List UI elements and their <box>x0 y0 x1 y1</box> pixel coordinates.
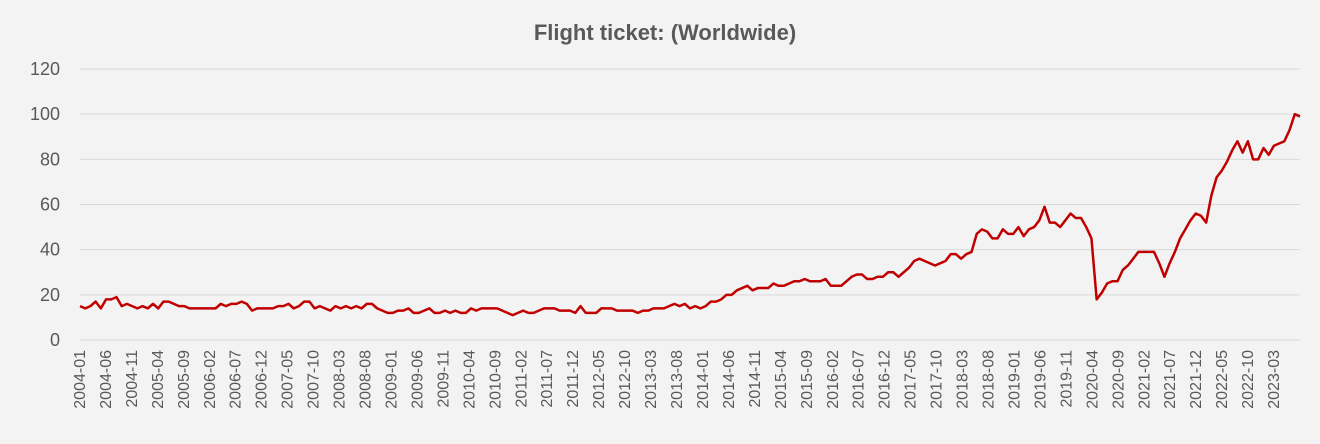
x-tick-label: 2013-03 <box>643 350 660 409</box>
x-tick-label: 2016-02 <box>825 350 842 409</box>
x-tick-label: 2010-04 <box>461 350 478 409</box>
gridlines <box>80 68 1300 341</box>
x-tick-label: 2021-02 <box>1136 350 1153 409</box>
x-tick-label: 2020-04 <box>1084 350 1101 409</box>
x-tick-label: 2019-06 <box>1032 350 1049 409</box>
x-tick-label: 2009-01 <box>383 350 400 409</box>
x-tick-label: 2016-12 <box>877 350 894 409</box>
x-tick-label: 2019-01 <box>1006 350 1023 409</box>
y-tick-label: 40 <box>40 240 60 260</box>
x-tick-label: 2021-07 <box>1162 350 1179 409</box>
x-tick-label: 2018-03 <box>955 350 972 409</box>
x-tick-label: 2020-09 <box>1110 350 1127 409</box>
x-tick-label: 2019-11 <box>1058 350 1075 408</box>
x-tick-label: 2004-01 <box>72 350 89 409</box>
x-tick-label: 2015-04 <box>773 350 790 409</box>
x-tick-label: 2007-10 <box>306 350 323 409</box>
x-tick-label: 2008-03 <box>332 350 349 409</box>
x-tick-label: 2004-06 <box>98 350 115 409</box>
x-tick-label: 2022-10 <box>1240 350 1257 409</box>
x-tick-label: 2006-07 <box>228 350 245 409</box>
x-tick-label: 2014-06 <box>721 350 738 409</box>
x-tick-label: 2006-12 <box>254 350 271 409</box>
y-tick-label: 0 <box>50 330 60 350</box>
x-tick-label: 2008-08 <box>358 350 375 409</box>
x-tick-label: 2013-08 <box>669 350 686 409</box>
x-tick-label: 2010-09 <box>487 350 504 409</box>
x-tick-label: 2016-07 <box>851 350 868 409</box>
x-tick-label: 2014-01 <box>695 350 712 409</box>
x-tick-label: 2011-07 <box>539 350 556 408</box>
x-tick-label: 2011-02 <box>513 350 530 408</box>
series-layer <box>79 112 1301 317</box>
x-tick-label: 2004-11 <box>124 350 141 408</box>
x-tick-label: 2022-05 <box>1214 350 1231 409</box>
x-tick-label: 2006-02 <box>202 350 219 409</box>
y-tick-label: 80 <box>40 149 60 169</box>
x-tick-label: 2011-12 <box>565 350 582 408</box>
x-tick-label: 2021-12 <box>1188 350 1205 409</box>
x-tick-label: 2005-09 <box>176 350 193 409</box>
y-tick-label: 100 <box>30 104 60 124</box>
x-tick-label: 2023-03 <box>1266 350 1283 409</box>
x-tick-label: 2012-10 <box>617 350 634 409</box>
y-axis-tick-labels: 0 20 40 60 80 100 120 <box>30 59 60 350</box>
x-axis-tick-labels: 2004-01 2004-06 2004-11 2005-04 2005-09 2006-… <box>72 350 1283 409</box>
x-tick-label: 2009-06 <box>409 350 426 409</box>
x-tick-label: 2014-11 <box>747 350 764 408</box>
x-tick-label: 2012-05 <box>591 350 608 409</box>
x-tick-label: 2017-10 <box>929 350 946 409</box>
x-tick-label: 2018-08 <box>981 350 998 409</box>
y-tick-label: 120 <box>30 59 60 79</box>
y-tick-label: 60 <box>40 195 60 215</box>
x-tick-label: 2009-11 <box>435 350 452 408</box>
x-tick-label: 2017-05 <box>903 350 920 409</box>
x-tick-label: 2005-04 <box>150 350 167 409</box>
x-tick-label: 2015-09 <box>799 350 816 409</box>
x-tick-label: 2007-05 <box>280 350 297 409</box>
y-tick-label: 20 <box>40 285 60 305</box>
series-line <box>79 112 1301 317</box>
chart-title: Flight ticket: (Worldwide) <box>534 20 796 45</box>
